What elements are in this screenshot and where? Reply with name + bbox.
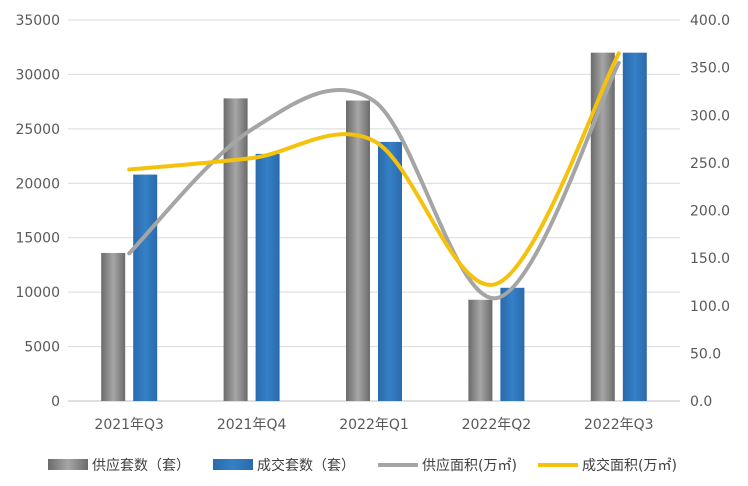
- y2-tick-label: 350.0: [690, 61, 730, 77]
- x-tick-label: 2021年Q3: [94, 417, 164, 433]
- legend-label: 供应套数（套）: [92, 457, 190, 474]
- y-tick-label: 0: [51, 394, 60, 410]
- gridlines: [68, 19, 680, 402]
- deal-area-line: [127, 51, 621, 287]
- legend-supply-area: 供应面积(万㎡): [378, 457, 517, 474]
- y2-tick-label: 200.0: [690, 204, 730, 220]
- lines: [127, 51, 621, 301]
- x-tick-label: 2022年Q2: [462, 417, 532, 433]
- legend: 供应套数（套） 成交套数（套） 供应面积(万㎡) 成交面积(万㎡): [48, 457, 677, 474]
- deal-bar: [133, 174, 158, 401]
- legend-label: 供应面积(万㎡): [422, 457, 517, 474]
- deal-bar: [622, 52, 647, 402]
- legend-deal-area: 成交面积(万㎡): [538, 457, 677, 474]
- x-tick-label: 2021年Q4: [217, 417, 287, 433]
- y-tick-label: 25000: [15, 122, 60, 138]
- y2-tick-label: 100.0: [690, 299, 730, 315]
- legend-deal-units: 成交套数（套）: [213, 457, 355, 474]
- y2-tick-label: 150.0: [690, 251, 730, 267]
- x-tick-label: 2022年Q3: [584, 417, 654, 433]
- supply-bar: [346, 100, 370, 401]
- legend-supply-units: 供应套数（套）: [48, 457, 190, 474]
- supply-bar: [101, 252, 126, 401]
- y-tick-label: 30000: [15, 67, 60, 83]
- bars: [101, 52, 647, 402]
- y2-tick-label: 0.0: [690, 394, 712, 410]
- x-tick-label: 2022年Q1: [339, 417, 409, 433]
- y-tick-label: 20000: [15, 176, 60, 192]
- deal-bar: [378, 141, 402, 402]
- y-tick-label: 10000: [15, 285, 60, 301]
- y-tick-label: 5000: [24, 340, 60, 356]
- supply-area-line: [127, 60, 621, 301]
- y2-tick-label: 50.0: [690, 346, 721, 362]
- deal-bar: [500, 287, 525, 401]
- legend-swatch: [48, 459, 88, 470]
- y-tick-label: 35000: [15, 13, 60, 29]
- axis-labels: 0 5000 10000 15000 20000 25000 30000 35000 0.0 50…: [15, 13, 730, 433]
- y-tick-label: 15000: [15, 231, 60, 247]
- supply-bar: [468, 299, 493, 401]
- legend-label: 成交面积(万㎡): [582, 457, 677, 474]
- legend-label: 成交套数（套）: [257, 457, 355, 474]
- deal-bar: [255, 153, 280, 401]
- y2-tick-label: 250.0: [690, 156, 730, 172]
- legend-swatch: [213, 459, 253, 470]
- y2-tick-label: 400.0: [690, 13, 730, 29]
- y2-tick-label: 300.0: [690, 108, 730, 124]
